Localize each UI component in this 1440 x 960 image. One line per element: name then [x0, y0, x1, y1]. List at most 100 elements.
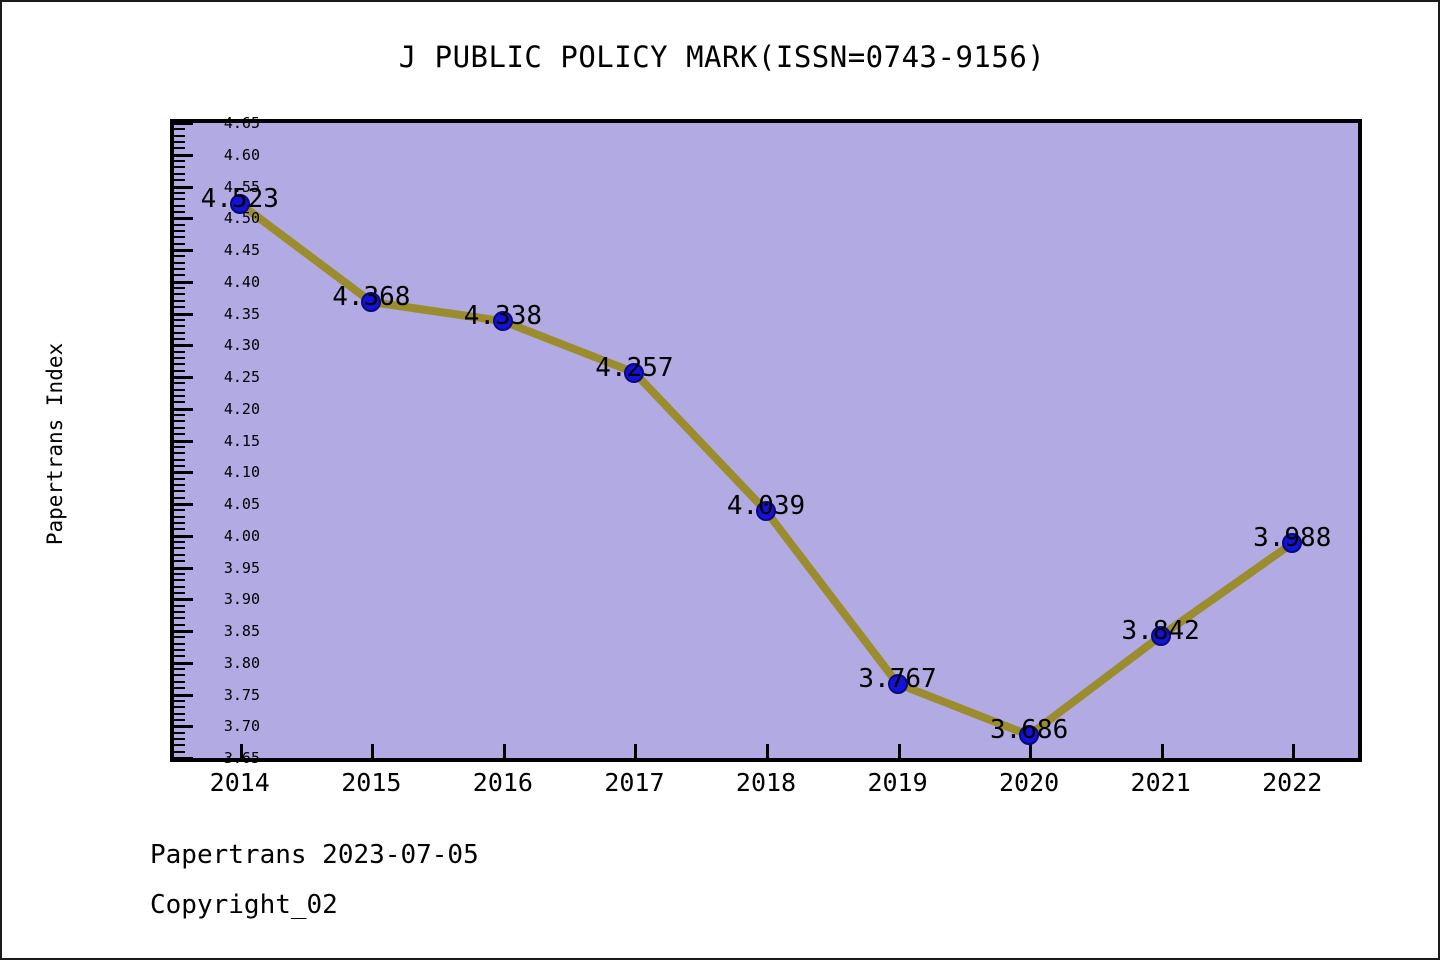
data-point-marker[interactable]: [624, 362, 645, 383]
x-axis-tick-label: 2018: [735, 768, 797, 797]
y-axis-minor-tick: [174, 420, 185, 423]
data-point-marker[interactable]: [1282, 533, 1303, 554]
y-axis-major-tick: [174, 471, 193, 475]
y-axis-minor-tick: [174, 737, 185, 740]
y-axis-minor-tick: [174, 718, 185, 721]
y-axis-tick-label: 3.95: [223, 558, 260, 577]
y-axis-minor-tick: [174, 210, 185, 213]
y-axis-minor-tick: [174, 483, 185, 486]
x-axis-tick: [239, 744, 243, 758]
footer-copyright-text: Copyright_02: [150, 890, 338, 920]
y-axis-minor-tick: [174, 236, 185, 239]
y-axis-minor-tick: [174, 477, 185, 480]
y-axis-minor-tick: [174, 299, 185, 302]
data-point-marker[interactable]: [361, 292, 382, 313]
y-axis-minor-tick: [174, 655, 185, 658]
y-axis-minor-tick: [174, 204, 185, 207]
y-axis-minor-tick: [174, 649, 185, 652]
y-axis-minor-tick: [174, 287, 185, 290]
y-axis-major-tick: [174, 185, 193, 189]
y-axis-major-tick: [174, 534, 193, 538]
y-axis-tick-label: 3.65: [223, 749, 260, 767]
y-axis-minor-tick: [174, 744, 185, 747]
y-axis-minor-tick: [174, 553, 185, 556]
y-axis-minor-tick: [174, 306, 185, 309]
data-point-marker[interactable]: [229, 193, 250, 214]
x-axis-tick-label: 2017: [604, 768, 665, 797]
y-axis-tick-label: 3.85: [223, 622, 260, 640]
y-axis-minor-tick: [174, 223, 185, 226]
y-axis-tick-label: 4.50: [223, 209, 260, 228]
x-axis-tick-label: 2019: [867, 768, 928, 797]
y-axis-major-tick: [174, 217, 193, 221]
y-axis-minor-tick: [174, 255, 185, 258]
x-axis-tick: [371, 744, 375, 758]
y-axis-minor-tick: [174, 134, 185, 137]
y-axis-major-tick: [174, 122, 193, 125]
y-axis-minor-tick: [174, 515, 185, 518]
y-axis-minor-tick: [174, 388, 185, 391]
y-axis-minor-tick: [174, 604, 185, 607]
y-axis-minor-tick: [174, 445, 185, 448]
y-axis-major-tick: [174, 661, 193, 665]
y-axis-minor-tick: [174, 350, 185, 353]
x-axis-tick: [766, 744, 769, 758]
x-axis-tick-label: 2016: [472, 768, 533, 797]
y-axis-tick-label: 4.55: [223, 177, 260, 196]
y-axis-minor-tick: [174, 668, 185, 671]
y-axis-minor-tick: [174, 509, 185, 512]
y-axis-minor-tick: [174, 680, 185, 683]
data-point-marker[interactable]: [492, 311, 513, 332]
y-axis-tick-label: 4.25: [223, 368, 260, 386]
y-axis-minor-tick: [174, 687, 185, 690]
y-axis-minor-tick: [174, 261, 185, 264]
y-axis-minor-tick: [174, 363, 185, 366]
y-axis-minor-tick: [174, 325, 185, 328]
y-axis-minor-tick: [174, 547, 185, 550]
y-axis-major-tick: [174, 439, 193, 443]
y-axis-minor-tick: [174, 610, 185, 613]
y-axis-minor-tick: [174, 414, 185, 417]
y-axis-minor-tick: [174, 268, 185, 271]
y-axis-minor-tick: [174, 274, 185, 277]
y-axis-minor-tick: [174, 331, 185, 334]
y-axis-minor-tick: [174, 464, 185, 467]
y-axis-minor-tick: [174, 750, 185, 753]
y-axis-major-tick: [174, 757, 193, 760]
y-axis-minor-tick: [174, 229, 185, 232]
x-axis-tick: [897, 744, 901, 758]
y-axis-minor-tick: [174, 458, 185, 461]
y-axis-minor-tick: [174, 623, 185, 626]
x-axis-tick: [502, 744, 506, 758]
y-axis-major-tick: [174, 153, 193, 157]
data-point-marker[interactable]: [1150, 626, 1171, 647]
x-axis-tick-label: 2014: [209, 768, 270, 797]
y-axis-minor-tick: [174, 242, 185, 245]
y-axis-tick-label: 4.60: [223, 145, 260, 164]
y-axis-minor-tick: [174, 426, 185, 429]
y-axis-tick-label: 3.80: [223, 653, 260, 672]
y-axis-minor-tick: [174, 141, 185, 144]
page-title: J PUBLIC POLICY MARK(ISSN=0743-9156): [398, 40, 1046, 74]
x-axis-tick-label: 2021: [1130, 768, 1191, 797]
y-axis-major-tick: [174, 630, 193, 633]
y-axis-tick-label: 4.30: [223, 336, 260, 355]
y-axis-minor-tick: [174, 160, 185, 163]
x-axis-tick-label: 2020: [999, 768, 1060, 797]
y-axis-minor-tick: [174, 337, 185, 340]
y-axis-minor-tick: [174, 490, 185, 493]
y-axis-minor-tick: [174, 496, 185, 499]
y-axis-tick-label: 4.45: [223, 241, 260, 259]
y-axis-major-tick: [174, 280, 193, 284]
y-axis-tick-label: 4.20: [223, 399, 260, 418]
y-axis-minor-tick: [174, 191, 185, 194]
data-point-marker[interactable]: [887, 673, 908, 694]
y-axis-major-tick: [174, 312, 193, 316]
y-axis-minor-tick: [174, 522, 185, 525]
y-axis-minor-tick: [174, 699, 185, 702]
x-axis-tick-label: 2022: [1262, 768, 1323, 797]
data-point-marker[interactable]: [756, 500, 776, 521]
data-point-marker[interactable]: [1019, 725, 1040, 746]
y-axis-tick-label: 3.70: [223, 717, 260, 736]
